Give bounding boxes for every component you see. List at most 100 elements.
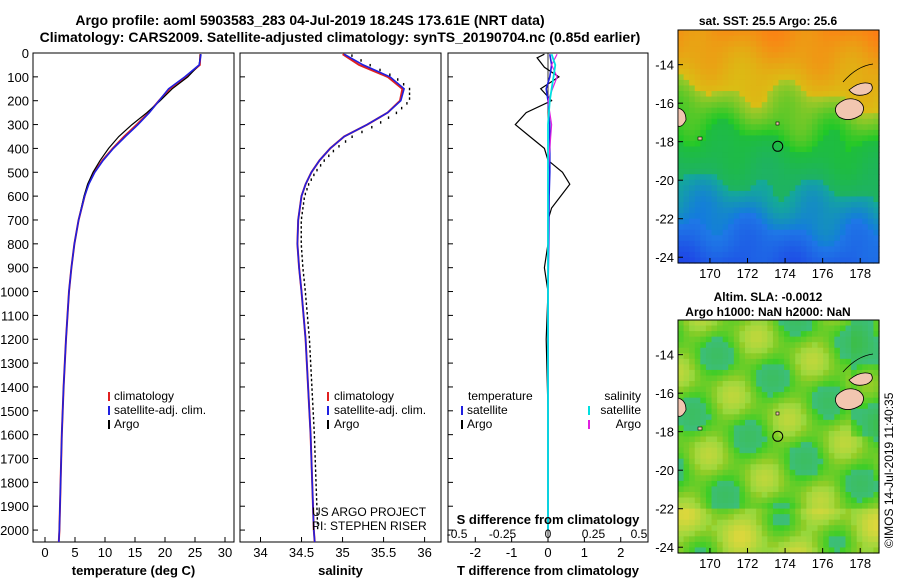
map-cell [784,414,791,421]
map-cell [750,74,757,81]
map-cell [722,458,729,465]
map-cell [745,41,752,48]
map-cell [812,229,819,236]
map-cell [862,107,869,114]
island-icon [848,82,873,96]
map-cell [795,386,802,393]
map-cell [761,325,768,332]
map-ytick-label: -24 [655,250,674,265]
map-cell [834,52,841,59]
map-cell [828,419,835,427]
map-cell [851,486,858,493]
map-cell [683,79,690,87]
map-cell [772,519,780,526]
map-cell [750,157,757,164]
map-cell [845,30,852,37]
map-cell [823,408,830,415]
map-cell [700,342,707,349]
map-cell [800,497,808,504]
map-cell [856,35,863,42]
figure-title-line2: Climatology: CARS2009. Satellite-adjuste… [40,29,641,45]
map-cell [817,168,824,175]
map-cell [839,135,847,142]
map-cell [839,475,847,482]
map-cell [750,541,757,549]
map-cell [867,480,875,488]
map-cell [717,157,724,164]
map-cell [795,157,802,164]
map-cell [834,74,841,81]
map-cell [828,218,835,225]
map-cell [761,229,768,236]
map-cell [828,408,835,415]
map-cell [694,63,701,70]
map-cell [778,52,785,59]
map-cell [806,503,813,510]
map-cell [812,364,819,371]
map-cell [784,497,791,504]
map-cell [678,331,685,338]
map-cell [756,118,763,125]
map-cell [700,229,707,236]
map-cell [839,179,847,186]
map-cell [778,381,785,388]
map-cell [739,140,746,148]
map-cell [784,458,791,465]
map-cell [789,475,796,482]
map-cell [772,46,780,53]
map-cell [823,74,830,81]
map-cell [823,519,830,526]
map-cell [806,469,813,476]
map-cell [678,30,685,37]
map-cell [817,358,824,365]
map-cell [711,207,718,214]
map-cell [750,207,757,214]
map-cell [756,325,763,332]
map-cell [873,201,880,209]
map-cell [756,419,763,427]
argo-location-marker [772,140,784,152]
map-cell [689,146,696,153]
map-cell [867,68,875,75]
map-cell [795,347,802,354]
map-cell [778,519,785,526]
map-cell [750,491,757,499]
map-cell [694,74,701,81]
map-cell [845,246,852,253]
map-cell [705,331,713,338]
map-cell [778,480,785,488]
map-cell [772,442,780,449]
map-cell [851,475,858,482]
map-cell [812,453,819,460]
map-cell [750,251,757,259]
map-cell [806,218,813,225]
map-cell [845,486,852,493]
map-cell [745,364,752,371]
map-cell [784,403,791,410]
map-cell [789,464,796,471]
map-cell [705,41,713,48]
map-cell [739,464,746,471]
depth-tick-label: 900 [7,261,29,276]
map-cell [767,146,774,153]
map-cell [700,63,707,70]
map-cell [800,519,808,526]
map-cell [761,213,768,220]
map-cell [739,458,746,465]
map-cell [867,458,875,465]
map-cell [750,30,757,37]
map-cell [806,547,813,554]
map-cell [873,135,880,142]
map-cell [862,458,869,465]
map-cell [828,430,835,438]
map-cell [728,430,735,438]
map-cell [705,251,713,259]
map-cell [817,530,824,537]
map-cell [856,453,863,460]
map-cell [789,235,796,242]
map-cell [800,118,808,125]
map-cell [867,190,875,198]
map-cell [705,35,713,42]
map-cell [784,224,791,231]
map-cell [700,320,707,327]
